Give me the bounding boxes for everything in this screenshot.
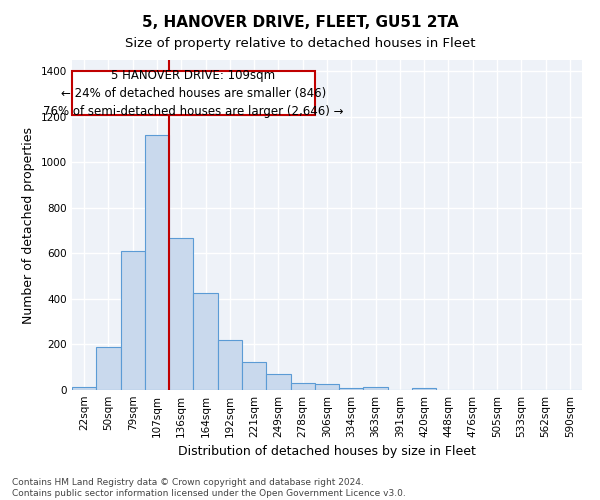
Bar <box>121 251 145 390</box>
Y-axis label: Number of detached properties: Number of detached properties <box>22 126 35 324</box>
Bar <box>290 383 315 390</box>
Text: 5, HANOVER DRIVE, FLEET, GU51 2TA: 5, HANOVER DRIVE, FLEET, GU51 2TA <box>142 15 458 30</box>
Bar <box>315 384 339 390</box>
Bar <box>218 340 242 390</box>
Text: Size of property relative to detached houses in Fleet: Size of property relative to detached ho… <box>125 38 475 51</box>
Bar <box>96 347 121 390</box>
Text: Contains HM Land Registry data © Crown copyright and database right 2024.
Contai: Contains HM Land Registry data © Crown c… <box>12 478 406 498</box>
Bar <box>145 135 169 390</box>
X-axis label: Distribution of detached houses by size in Fleet: Distribution of detached houses by size … <box>178 446 476 458</box>
Bar <box>72 386 96 390</box>
Bar <box>339 388 364 390</box>
Bar <box>412 388 436 390</box>
FancyBboxPatch shape <box>72 72 315 114</box>
Bar <box>242 362 266 390</box>
Bar <box>169 238 193 390</box>
Bar <box>193 294 218 390</box>
Text: 5 HANOVER DRIVE: 109sqm
← 24% of detached houses are smaller (846)
76% of semi-d: 5 HANOVER DRIVE: 109sqm ← 24% of detache… <box>43 68 344 117</box>
Bar <box>364 386 388 390</box>
Bar <box>266 374 290 390</box>
